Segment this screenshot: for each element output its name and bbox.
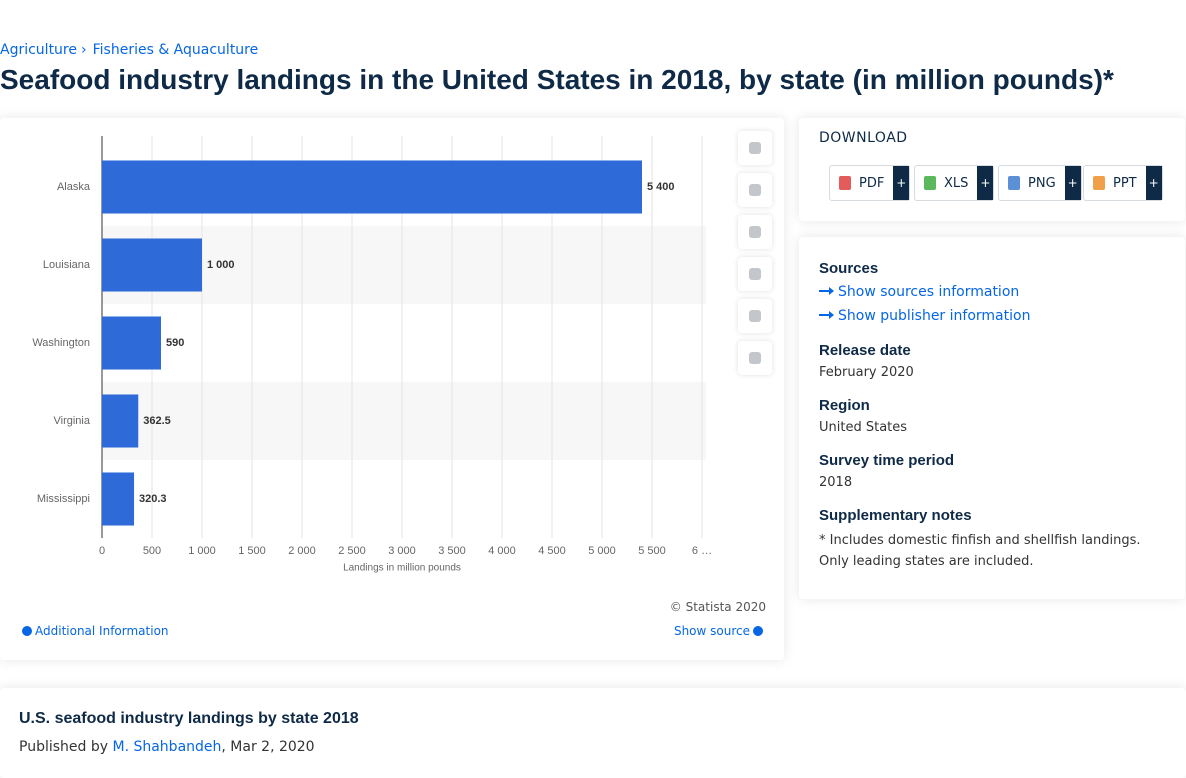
author-link[interactable]: M. Shahbandeh: [112, 739, 222, 755]
body: {"breadcrumbs": ["Agriculture", "Fisheri…: [0, 42, 1185, 755]
value-label: 320.3: [139, 493, 167, 505]
notes: * Includes domestic finfish and shellfis…: [819, 533, 1141, 569]
value-label: 590: [166, 337, 184, 349]
format-label: XLS: [944, 175, 969, 191]
additional-info-text: Additional Information: [35, 624, 169, 638]
bar: [102, 316, 161, 370]
file-icon: [839, 176, 851, 190]
row-shade: [102, 382, 706, 460]
bar: [102, 238, 202, 292]
x-tick-label: 3 000: [388, 545, 416, 557]
show-sources-link[interactable]: Show sources information: [819, 284, 1019, 300]
show-source-link[interactable]: Show source: [674, 624, 766, 638]
x-tick-label: 5 000: [588, 545, 616, 557]
x-tick-label: 4 500: [538, 545, 566, 557]
y-tick-label: Washington: [32, 337, 90, 349]
x-tick-label: 4 000: [488, 545, 516, 557]
show-source-text: Show source: [673, 624, 750, 638]
additional-info-link[interactable]: Additional Information: [19, 624, 169, 638]
download-xls[interactable]: XLS +: [914, 165, 995, 201]
region-heading: Region: [819, 397, 870, 414]
more[interactable]: +: [1145, 166, 1162, 200]
notify-button[interactable]: [738, 173, 772, 207]
favorite-button[interactable]: [738, 131, 772, 165]
cite-button[interactable]: [738, 299, 772, 333]
bar: [102, 160, 642, 214]
survey-period-heading: Survey time period: [819, 452, 955, 469]
credit: © Statista 2020: [670, 600, 766, 614]
file-icon: [1093, 176, 1105, 190]
link-text: Show publisher information: [838, 308, 1031, 324]
value-label: 1 000: [207, 259, 235, 271]
value-label: 5 400: [647, 181, 675, 193]
file-icon: [1008, 176, 1020, 190]
release-date-heading: Release date: [819, 342, 911, 359]
breadcrumb-separator: ›: [81, 42, 87, 58]
download-png[interactable]: PNG +: [998, 165, 1082, 201]
x-tick-label: 1 500: [238, 545, 266, 557]
details-card: Sources Show sources information Show pu…: [799, 237, 1185, 599]
more[interactable]: +: [977, 166, 994, 200]
x-tick-label: 1 000: [188, 545, 216, 557]
x-tick-label: 2 000: [288, 545, 316, 557]
notes-heading: Supplementary notes: [819, 507, 972, 524]
y-tick-label: Alaska: [57, 181, 91, 193]
publication-card: U.S. seafood industry landings by state …: [0, 688, 1186, 778]
row-shade: [102, 226, 706, 304]
publication-title: U.S. seafood industry landings by state …: [19, 710, 359, 727]
arrow-icon: [819, 311, 834, 319]
x-tick-label: 6 …: [692, 545, 712, 557]
x-tick-label: 0: [99, 545, 105, 557]
x-axis-title: Landings in million pounds: [343, 563, 461, 574]
download-heading: DOWNLOAD: [819, 130, 908, 146]
breadcrumb-link[interactable]: Fisheries & Aquaculture: [92, 42, 259, 58]
arrow-icon: [819, 287, 834, 295]
settings-button[interactable]: [738, 215, 772, 249]
y-tick-label: Virginia: [54, 415, 91, 427]
region: United States: [819, 420, 908, 435]
download-pdf[interactable]: PDF +: [829, 165, 911, 201]
download-ppt[interactable]: PPT +: [1083, 165, 1163, 201]
format-label: PPT: [1113, 175, 1137, 191]
bar: [102, 394, 139, 448]
credit-text: © Statista 2020: [669, 600, 766, 614]
value-label: 362.5: [143, 415, 171, 427]
page-title: Seafood industry landings in the United …: [0, 64, 1114, 95]
more[interactable]: +: [1064, 166, 1081, 200]
sources-heading: Sources: [819, 260, 879, 277]
link-text: Show sources information: [838, 284, 1020, 300]
download-card: DOWNLOAD PDF + XLS + PNG + PPT +: [799, 118, 1185, 221]
x-tick-label: 2 500: [338, 545, 366, 557]
info-icon: [753, 626, 763, 636]
format-label: PDF: [859, 175, 885, 191]
y-tick-label: Louisiana: [43, 259, 91, 271]
more[interactable]: +: [893, 166, 910, 200]
share-button[interactable]: [738, 257, 772, 291]
page: Statista chart page html, body { margin:…: [0, 42, 1185, 755]
x-tick-label: 5 500: [638, 545, 666, 557]
print-button[interactable]: [738, 341, 772, 375]
info-icon: [22, 626, 32, 636]
publication-meta: Published by M. Shahbandeh, Mar 2, 2020: [19, 739, 315, 755]
survey-period: 2018: [819, 475, 853, 490]
chart-card: 0 500 1 000 1 500 2 000 2 500 3 000 3 500 4 000 4…: [0, 118, 784, 660]
publication-date: , Mar 2, 2020: [221, 739, 315, 755]
breadcrumb-link[interactable]: Agriculture: [0, 42, 77, 58]
release-date: February 2020: [819, 365, 914, 380]
chart: 0 500 1 000 1 500 2 000 2 500 3 000 3 500 4 000 4…: [32, 136, 712, 574]
show-publisher-link[interactable]: Show publisher information: [819, 308, 1030, 324]
breadcrumbs: Agriculture › Fisheries & Aquaculture: [0, 42, 258, 58]
file-icon: [924, 176, 936, 190]
format-label: PNG: [1028, 175, 1056, 191]
published-by: Published by: [19, 739, 109, 755]
y-tick-label: Mississippi: [37, 493, 90, 505]
bar: [102, 472, 135, 526]
x-tick-label: 3 500: [438, 545, 466, 557]
x-tick-label: 500: [143, 545, 161, 557]
